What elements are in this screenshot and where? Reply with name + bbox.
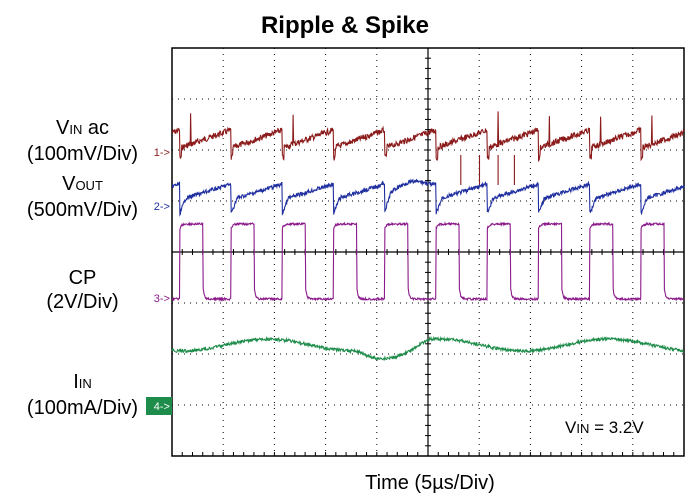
ch4-scale: (100mA/Div) — [26, 397, 139, 419]
channel-markers: 1-> 2-> 3-> 4-> — [146, 147, 172, 415]
traces — [171, 111, 685, 362]
ch1-label: VIN ac (100mV/Div) — [0, 116, 165, 166]
vin-annotation: VIN = 3.2V — [565, 418, 644, 437]
ch4-marker: 4-> — [154, 401, 170, 413]
iin-trace — [171, 335, 685, 362]
ch2-label: VOUT (500mV/Div) — [0, 172, 165, 222]
cp-trace — [171, 221, 685, 302]
ch3-scale: (2V/Div) — [46, 291, 119, 313]
grid — [172, 48, 684, 456]
ch2-marker: 2-> — [154, 201, 170, 213]
ch4-marker-box — [146, 397, 172, 415]
vout-trace — [171, 178, 685, 217]
chart-title: Ripple & Spike — [260, 12, 430, 39]
x-axis-label: Time (5µs/Div) — [365, 472, 495, 494]
ch1-scale: (100mV/Div) — [26, 143, 139, 165]
vin-ac-trace — [171, 111, 685, 185]
ch3-marker: 3-> — [154, 293, 170, 305]
ch3-label: CP (2V/Div) — [0, 266, 165, 314]
ch4-label: IIN (100mA/Div) — [0, 370, 165, 420]
ch2-scale: (500mV/Div) — [26, 199, 139, 221]
ch1-marker: 1-> — [154, 147, 170, 159]
